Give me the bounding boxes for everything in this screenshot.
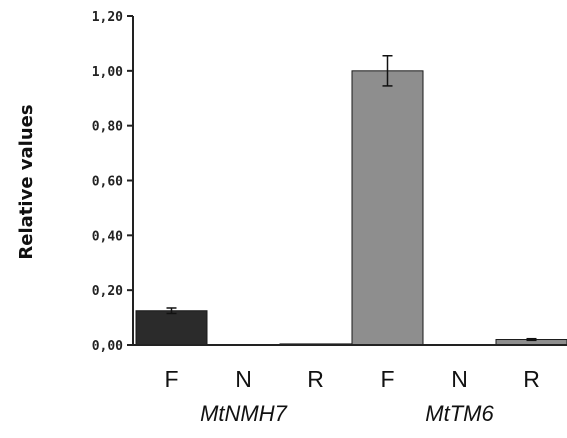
y-tick-label: 0,40	[92, 229, 123, 244]
group-label: MtNMH7	[200, 401, 288, 426]
group-label: MtTM6	[425, 401, 494, 426]
x-tick-label: N	[451, 366, 468, 392]
y-tick-label: 1,00	[92, 65, 123, 80]
y-tick-label: 0,00	[92, 339, 123, 354]
y-tick-label: 0,60	[92, 175, 123, 190]
bars	[135, 55, 567, 346]
bar	[351, 70, 424, 346]
x-tick-label: F	[164, 366, 178, 392]
y-axis-label: Relative values	[16, 104, 37, 259]
x-tick-label: F	[380, 366, 394, 392]
y-tick-label: 1,20	[92, 10, 123, 25]
x-tick-label: N	[235, 366, 252, 392]
y-tick-label: 0,20	[92, 284, 123, 299]
x-tick-label: R	[523, 366, 540, 392]
y-axis: 0,00 0,20 0,40 0,60 0,80 1,00 1,20	[92, 10, 133, 354]
bar	[135, 310, 208, 346]
y-tick-label: 0,80	[92, 120, 123, 135]
x-axis-groups: MtNMH7 MtTM6	[200, 401, 494, 426]
x-tick-label: R	[307, 366, 324, 392]
